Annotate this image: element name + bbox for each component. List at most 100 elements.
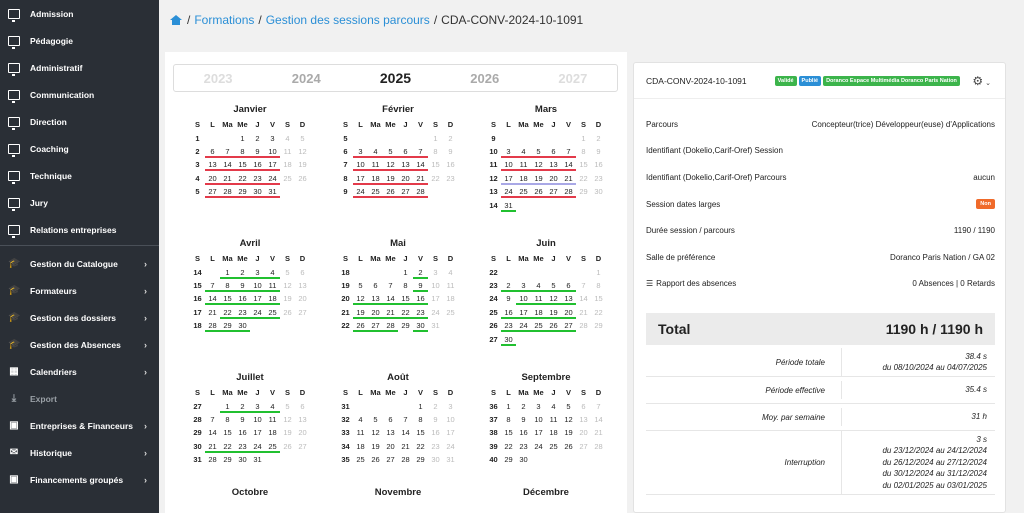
day-cell[interactable]: 9 <box>448 146 453 156</box>
day-cell[interactable]: 5 <box>546 279 561 292</box>
day-cell[interactable]: 29 <box>235 185 250 199</box>
day-cell[interactable]: 18 <box>283 160 292 170</box>
day-cell[interactable]: 5 <box>566 401 571 411</box>
day-cell[interactable]: 26 <box>353 319 368 333</box>
day-cell[interactable]: 13 <box>298 280 307 290</box>
sidebar-group-7[interactable]: ✉ Historique › <box>0 439 159 466</box>
day-cell[interactable]: 1 <box>240 133 245 143</box>
absence-report-link[interactable]: ☰ Rapport des absences <box>646 279 736 288</box>
day-cell[interactable]: 2 <box>433 401 438 411</box>
day-cell[interactable]: 3 <box>501 145 516 158</box>
day-cell[interactable]: 25 <box>368 185 383 199</box>
day-cell[interactable]: 1 <box>403 267 408 277</box>
day-cell[interactable]: 6 <box>205 145 220 158</box>
day-cell[interactable]: 10 <box>516 292 531 306</box>
day-cell[interactable]: 13 <box>579 414 588 424</box>
breadcrumb-sessions[interactable]: Gestion des sessions parcours <box>265 13 430 27</box>
day-cell[interactable]: 6 <box>388 414 393 424</box>
day-cell[interactable]: 13 <box>386 428 395 438</box>
day-cell[interactable]: 7 <box>210 414 215 424</box>
year-2027[interactable]: 2027 <box>558 70 588 86</box>
day-cell[interactable]: 18 <box>356 441 365 451</box>
day-cell[interactable]: 14 <box>401 428 410 438</box>
day-cell[interactable]: 2 <box>596 133 601 143</box>
day-cell[interactable]: 10 <box>431 280 440 290</box>
day-cell[interactable]: 23 <box>446 173 455 183</box>
day-cell[interactable]: 14 <box>579 294 588 304</box>
day-cell[interactable]: 10 <box>353 158 368 172</box>
day-cell[interactable]: 2 <box>235 400 250 413</box>
day-cell[interactable]: 9 <box>413 279 428 292</box>
day-cell[interactable]: 14 <box>208 428 217 438</box>
breadcrumb-formations[interactable]: Formations <box>194 13 255 27</box>
day-cell[interactable]: 16 <box>501 306 516 319</box>
day-cell[interactable]: 14 <box>220 158 235 172</box>
day-cell[interactable]: 16 <box>431 428 440 438</box>
sidebar-group-3[interactable]: 🎓 Gestion des Absences › <box>0 331 159 358</box>
day-cell[interactable]: 28 <box>220 185 235 199</box>
day-cell[interactable]: 30 <box>501 333 516 346</box>
day-cell[interactable]: 27 <box>298 441 307 451</box>
day-cell[interactable]: 11 <box>368 158 383 172</box>
sidebar-item-8[interactable]: Relations entreprises <box>0 216 159 243</box>
day-cell[interactable]: 27 <box>561 319 576 333</box>
day-cell[interactable]: 13 <box>561 292 576 306</box>
day-cell[interactable]: 10 <box>265 145 280 158</box>
day-cell[interactable]: 14 <box>594 414 603 424</box>
day-cell[interactable]: 29 <box>594 321 603 331</box>
day-cell[interactable]: 30 <box>413 319 428 333</box>
day-cell[interactable]: 12 <box>371 428 380 438</box>
day-cell[interactable]: 4 <box>285 133 290 143</box>
day-cell[interactable]: 7 <box>403 414 408 424</box>
day-cell[interactable]: 16 <box>446 160 455 170</box>
day-cell[interactable]: 8 <box>418 414 423 424</box>
day-cell[interactable]: 28 <box>594 441 603 451</box>
day-cell[interactable]: 14 <box>561 158 576 172</box>
day-cell[interactable]: 16 <box>594 160 603 170</box>
day-cell[interactable]: 21 <box>383 306 398 319</box>
day-cell[interactable]: 17 <box>501 172 516 185</box>
day-cell[interactable]: 21 <box>413 172 428 185</box>
day-cell[interactable]: 2 <box>448 133 453 143</box>
day-cell[interactable]: 23 <box>235 440 250 453</box>
sidebar-item-4[interactable]: Direction <box>0 108 159 135</box>
sidebar-item-7[interactable]: Jury <box>0 189 159 216</box>
day-cell[interactable]: 16 <box>238 428 247 438</box>
day-cell[interactable]: 30 <box>431 455 440 465</box>
day-cell[interactable]: 28 <box>579 321 588 331</box>
day-cell[interactable]: 28 <box>205 319 220 333</box>
day-cell[interactable]: 11 <box>268 414 277 424</box>
day-cell[interactable]: 5 <box>383 145 398 158</box>
day-cell[interactable]: 20 <box>398 172 413 185</box>
day-cell[interactable]: 4 <box>551 401 556 411</box>
day-cell[interactable]: 4 <box>265 400 280 413</box>
day-cell[interactable]: 1 <box>433 133 438 143</box>
day-cell[interactable]: 19 <box>298 160 307 170</box>
day-cell[interactable]: 9 <box>240 414 245 424</box>
day-cell[interactable]: 13 <box>546 158 561 172</box>
day-cell[interactable]: 19 <box>383 172 398 185</box>
day-cell[interactable]: 7 <box>220 145 235 158</box>
day-cell[interactable]: 2 <box>521 401 526 411</box>
year-2026[interactable]: 2026 <box>470 70 500 86</box>
day-cell[interactable]: 13 <box>368 292 383 306</box>
day-cell[interactable]: 8 <box>433 146 438 156</box>
day-cell[interactable]: 1 <box>596 267 601 277</box>
day-cell[interactable]: 3 <box>250 266 265 279</box>
day-cell[interactable]: 19 <box>531 172 546 185</box>
day-cell[interactable]: 10 <box>534 414 543 424</box>
day-cell[interactable]: 22 <box>398 306 413 319</box>
day-cell[interactable]: 12 <box>283 280 292 290</box>
day-cell[interactable]: 14 <box>413 158 428 172</box>
day-cell[interactable]: 31 <box>431 321 440 331</box>
day-cell[interactable]: 3 <box>536 401 541 411</box>
sidebar-item-0[interactable]: Admission <box>0 0 159 27</box>
day-cell[interactable]: 13 <box>205 158 220 172</box>
day-cell[interactable]: 25 <box>265 306 280 319</box>
day-cell[interactable]: 22 <box>235 172 250 185</box>
year-2024[interactable]: 2024 <box>291 70 321 86</box>
day-cell[interactable]: 31 <box>446 455 455 465</box>
day-cell[interactable]: 9 <box>250 145 265 158</box>
day-cell[interactable]: 26 <box>283 307 292 317</box>
day-cell[interactable]: 3 <box>516 279 531 292</box>
